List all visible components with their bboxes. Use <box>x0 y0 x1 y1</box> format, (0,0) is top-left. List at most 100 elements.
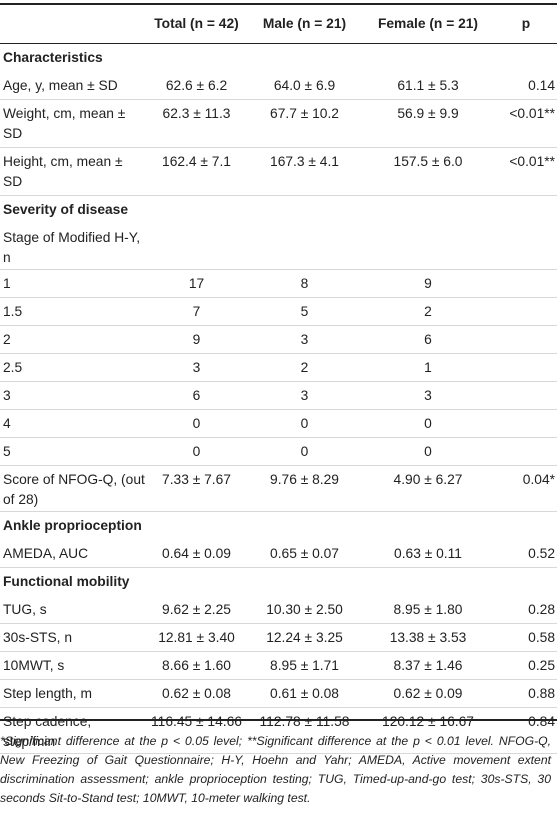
table-body: Characteristics Age, y, mean ± SD 62.6 ± 6… <box>0 44 557 754</box>
cell-label: 10MWT, s <box>0 651 145 680</box>
table-row: AMEDA, AUC 0.64 ± 0.09 0.65 ± 0.07 0.63 ± 0… <box>0 540 557 568</box>
cell-female: 8.37 ± 1.46 <box>361 651 495 680</box>
cell-female: 3 <box>361 381 495 410</box>
cell-label: 2 <box>0 325 145 354</box>
table-row: Age, y, mean ± SD 62.6 ± 6.2 64.0 ± 6.9 61.… <box>0 72 557 100</box>
cell-total: 3 <box>145 353 248 382</box>
cell-total: 62.3 ± 11.3 <box>145 99 248 148</box>
section-header-row: Functional mobility <box>0 568 557 597</box>
header-cell-female: Female (n = 21) <box>377 16 479 31</box>
cell-label: TUG, s <box>0 596 145 624</box>
cell-total: 8.66 ± 1.60 <box>145 651 248 680</box>
cell-female: 8.95 ± 1.80 <box>361 596 495 624</box>
cell-total: 9 <box>145 325 248 354</box>
section-header-row: Severity of disease <box>0 196 557 225</box>
cell-total: 6 <box>145 381 248 410</box>
header-cell-total: Total (n = 42) <box>154 16 239 31</box>
header-cell-male: Male (n = 21) <box>262 16 347 31</box>
table-footnote: *Significant difference at the p < 0.05 … <box>0 734 551 805</box>
cell-male: 0.65 ± 0.07 <box>248 540 361 568</box>
cell-p: 0.88 <box>495 679 557 708</box>
cell-label: Step length, m <box>0 679 145 708</box>
cell-male: 67.7 ± 10.2 <box>248 99 361 148</box>
cell-female: 4.90 ± 6.27 <box>361 465 495 512</box>
cell-female: 9 <box>361 269 495 298</box>
data-table: Total (n = 42) Male (n = 21) Female (n =… <box>0 5 557 754</box>
header-cell-label <box>0 5 145 44</box>
cell-female: 1 <box>361 353 495 382</box>
cell-p <box>495 269 557 298</box>
cell-label: Stage of Modified H-Y, n <box>0 224 145 270</box>
cell-female: 157.5 ± 6.0 <box>361 147 495 196</box>
cell-female <box>361 224 495 270</box>
cell-label: Height, cm, mean ± SD <box>0 147 145 196</box>
cell-female: 61.1 ± 5.3 <box>361 72 495 100</box>
cell-male: 167.3 ± 4.1 <box>248 147 361 196</box>
section-title: Ankle proprioception <box>3 518 142 533</box>
cell-male <box>248 224 361 270</box>
table-row: Stage of Modified H-Y, n <box>0 224 557 270</box>
cell-male: 8.95 ± 1.71 <box>248 651 361 680</box>
table-row: Score of NFOG-Q, (out of 28) 7.33 ± 7.67 9… <box>0 465 557 512</box>
cell-p <box>495 325 557 354</box>
cell-label: 1 <box>0 269 145 298</box>
cell-female: 0.63 ± 0.11 <box>361 540 495 568</box>
table-row: Step length, m 0.62 ± 0.08 0.61 ± 0.08 0.62… <box>0 679 557 708</box>
cell-male: 0 <box>248 437 361 466</box>
table-row: 10MWT, s 8.66 ± 1.60 8.95 ± 1.71 8.37 ± 1.4… <box>0 651 557 680</box>
cell-label: Weight, cm, mean ± SD <box>0 99 145 148</box>
cell-total: 0.62 ± 0.08 <box>145 679 248 708</box>
cell-label: Score of NFOG-Q, (out of 28) <box>0 465 145 512</box>
cell-female: 2 <box>361 297 495 326</box>
section-header-row: Characteristics <box>0 44 557 73</box>
cell-p: 0.14 <box>495 72 557 100</box>
cell-total: 9.62 ± 2.25 <box>145 596 248 624</box>
table-row: TUG, s 9.62 ± 2.25 10.30 ± 2.50 8.95 ± 1.80… <box>0 596 557 624</box>
cell-female: 56.9 ± 9.9 <box>361 99 495 148</box>
cell-male: 2 <box>248 353 361 382</box>
cell-total <box>145 224 248 270</box>
cell-female: 0.62 ± 0.09 <box>361 679 495 708</box>
cell-p: <0.01** <box>495 147 557 196</box>
cell-label: 1.5 <box>0 297 145 326</box>
table-row: 30s-STS, n 12.81 ± 3.40 12.24 ± 3.25 13.38 … <box>0 623 557 652</box>
cell-male: 64.0 ± 6.9 <box>248 72 361 100</box>
cell-total: 116.45 ± 14.66 <box>145 707 248 754</box>
cell-male: 9.76 ± 8.29 <box>248 465 361 512</box>
cell-total: 62.6 ± 6.2 <box>145 72 248 100</box>
table-row: Weight, cm, mean ± SD 62.3 ± 11.3 67.7 ± 1… <box>0 99 557 148</box>
cell-male: 8 <box>248 269 361 298</box>
cell-total: 7.33 ± 7.67 <box>145 465 248 512</box>
cell-male: 3 <box>248 325 361 354</box>
cell-male: 5 <box>248 297 361 326</box>
cell-p: 0.25 <box>495 651 557 680</box>
section-title: Severity of disease <box>3 202 129 217</box>
section-title: Characteristics <box>3 50 103 65</box>
cell-male: 10.30 ± 2.50 <box>248 596 361 624</box>
table-row: 1.5 7 5 2 <box>0 297 557 326</box>
cell-label: 4 <box>0 409 145 438</box>
cell-label: 30s-STS, n <box>0 623 145 652</box>
cell-total: 0 <box>145 409 248 438</box>
cell-p: <0.01** <box>495 99 557 148</box>
cell-total: 0.64 ± 0.09 <box>145 540 248 568</box>
cell-label: 2.5 <box>0 353 145 382</box>
section-title: Functional mobility <box>3 574 130 589</box>
header-row: Total (n = 42) Male (n = 21) Female (n =… <box>0 5 557 44</box>
cell-p <box>495 437 557 466</box>
section-header-row: Ankle proprioception <box>0 512 557 541</box>
cell-p <box>495 224 557 270</box>
cell-p: 0.52 <box>495 540 557 568</box>
cell-female: 0 <box>361 409 495 438</box>
cell-total: 12.81 ± 3.40 <box>145 623 248 652</box>
cell-label: 3 <box>0 381 145 410</box>
cell-p: 0.84 <box>495 707 557 754</box>
cell-male: 0 <box>248 409 361 438</box>
cell-female: 0 <box>361 437 495 466</box>
cell-label: 5 <box>0 437 145 466</box>
cell-female: 120.12 ± 16.67 <box>361 707 495 754</box>
